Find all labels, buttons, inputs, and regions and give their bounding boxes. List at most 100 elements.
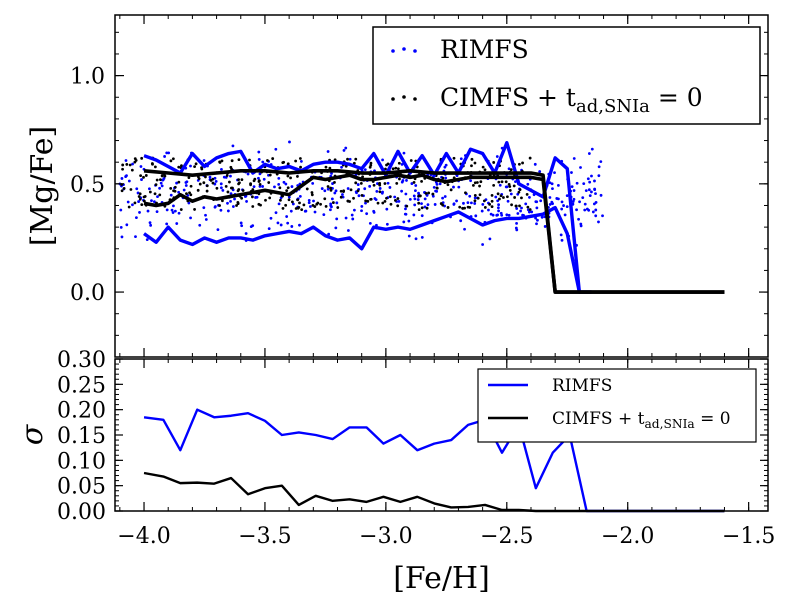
bottom-ytick-label: 0.10 <box>57 449 106 474</box>
scatter-point <box>150 162 154 165</box>
scatter-point <box>583 202 587 206</box>
scatter-point <box>404 192 408 196</box>
scatter-point <box>171 157 175 161</box>
scatter-point <box>282 180 286 184</box>
scatter-point <box>410 182 414 185</box>
scatter-point <box>224 184 228 188</box>
scatter-point <box>296 198 300 202</box>
scatter-point <box>425 206 429 210</box>
scatter-point <box>159 181 163 185</box>
scatter-point <box>124 159 128 162</box>
scatter-point <box>193 165 196 169</box>
scatter-point <box>155 178 159 182</box>
scatter-point <box>251 224 255 228</box>
scatter-point <box>588 180 592 184</box>
bottom-ylabel: σ <box>15 423 50 445</box>
scatter-point <box>587 208 591 212</box>
scatter-point <box>213 176 217 180</box>
scatter-point <box>492 183 496 187</box>
scatter-point <box>524 202 528 206</box>
scatter-point <box>572 197 576 201</box>
scatter-point <box>510 203 513 207</box>
scatter-point <box>417 201 421 205</box>
scatter-point <box>519 209 522 213</box>
scatter-point <box>369 197 372 201</box>
scatter-point <box>233 197 236 201</box>
scatter-point <box>133 157 137 161</box>
scatter-point <box>268 196 272 200</box>
scatter-point <box>342 190 345 193</box>
scatter-point <box>309 205 312 208</box>
bottom-ytick-label: 0.30 <box>57 348 106 373</box>
scatter-point <box>138 197 142 201</box>
scatter-point <box>240 224 244 228</box>
scatter-point <box>351 217 355 221</box>
scatter-point <box>202 159 206 162</box>
scatter-point <box>252 179 256 183</box>
scatter-point <box>158 186 161 190</box>
scatter-point <box>271 157 275 160</box>
scatter-point <box>355 191 358 195</box>
scatter-point <box>255 195 259 199</box>
bottom-ytick-label: 0.20 <box>57 399 106 424</box>
legend-label-cimfs-main: CIMFS + t <box>440 83 576 112</box>
scatter-point <box>364 199 368 203</box>
scatter-point <box>346 157 349 161</box>
scatter-point <box>597 174 601 178</box>
scatter-point <box>570 185 574 189</box>
scatter-point <box>466 205 470 209</box>
scatter-point <box>385 196 388 200</box>
scatter-point <box>575 208 578 212</box>
scatter-point <box>515 221 518 225</box>
scatter-point <box>481 243 485 246</box>
scatter-point <box>127 179 131 183</box>
scatter-point <box>369 161 373 165</box>
scatter-point <box>119 208 123 212</box>
bottom-ytick-label: 0.25 <box>57 373 106 398</box>
scatter-point <box>137 195 141 198</box>
scatter-point <box>240 196 244 200</box>
scatter-point <box>189 193 193 197</box>
legend-label-rimfs: RIMFS <box>440 35 529 64</box>
scatter-point <box>329 186 333 190</box>
scatter-point <box>316 201 320 205</box>
scatter-point <box>385 222 389 226</box>
scatter-point <box>274 147 278 151</box>
scatter-point <box>235 204 238 207</box>
scatter-point <box>420 206 424 210</box>
scatter-point <box>601 214 604 218</box>
scatter-point <box>127 205 131 209</box>
scatter-point <box>402 151 406 155</box>
scatter-point <box>285 215 289 218</box>
scatter-point <box>258 182 262 186</box>
scatter-point <box>512 184 516 188</box>
scatter-point <box>521 161 524 165</box>
scatter-point <box>459 219 463 223</box>
scatter-point <box>231 186 234 190</box>
scatter-point <box>479 180 483 184</box>
bottom-line-cimfs <box>143 471 725 513</box>
scatter-point <box>197 177 201 181</box>
scatter-point <box>391 167 395 171</box>
scatter-point <box>339 195 343 199</box>
scatter-point <box>329 202 333 206</box>
scatter-point <box>240 178 244 182</box>
scatter-point <box>478 184 481 188</box>
scatter-point <box>177 211 181 215</box>
scatter-point <box>231 144 235 148</box>
scatter-point <box>289 176 292 180</box>
scatter-point <box>435 189 439 193</box>
scatter-point <box>261 185 264 188</box>
scatter-point <box>284 203 288 207</box>
scatter-point <box>334 226 338 230</box>
scatter-point <box>154 183 158 187</box>
scatter-point <box>324 204 328 208</box>
scatter-point <box>218 160 222 164</box>
scatter-point <box>208 175 212 179</box>
scatter-point <box>129 188 133 191</box>
scatter-point <box>473 194 477 197</box>
scatter-point <box>395 181 399 185</box>
scatter-point <box>175 222 179 225</box>
scatter-point <box>169 193 173 197</box>
scatter-point <box>139 165 143 168</box>
